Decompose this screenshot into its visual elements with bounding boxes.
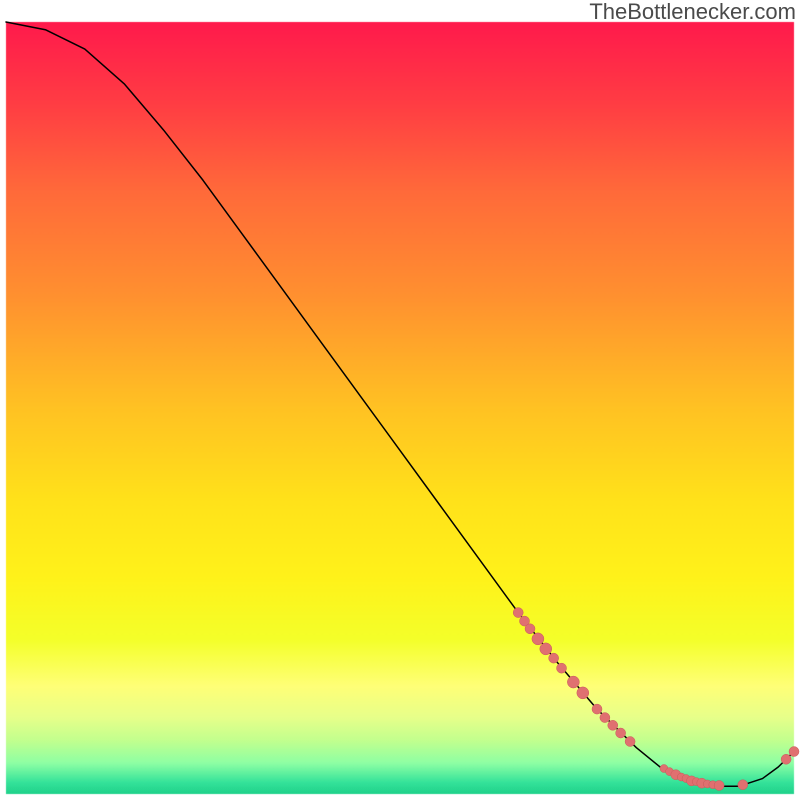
gradient-background [0, 0, 800, 800]
bottleneck-chart: TheBottlenecker.com [0, 0, 800, 800]
watermark-label: TheBottlenecker.com [589, 0, 796, 25]
